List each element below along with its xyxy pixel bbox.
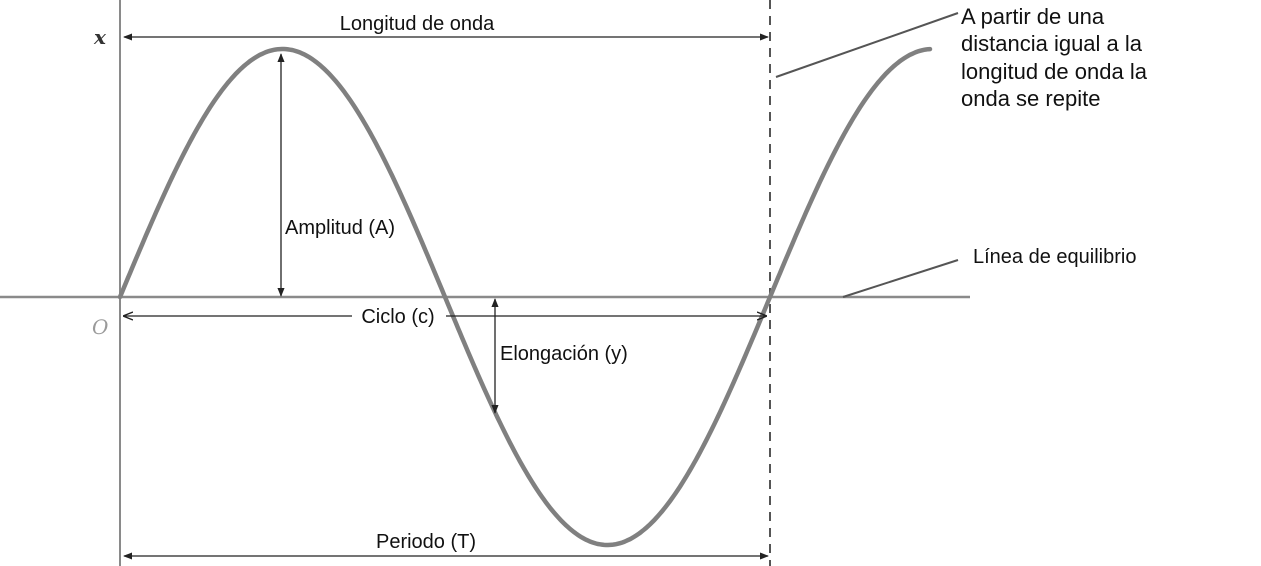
cycle-label: Ciclo (c) <box>361 306 434 328</box>
repeat-note-line-2: distancia igual a la <box>961 31 1143 56</box>
repeat-note-line-1: A partir de una <box>961 4 1105 29</box>
equilibrium-label: Línea de equilibrio <box>973 246 1136 268</box>
equilibrium-leader <box>842 259 959 298</box>
wavelength-label: Longitud de onda <box>340 13 495 35</box>
axis-x-letter: x <box>93 25 107 49</box>
repeat-note-leader <box>775 12 959 78</box>
wave-curve <box>117 46 933 548</box>
repeat-note-line-3: longitud de onda la <box>961 59 1148 84</box>
amplitude-label: Amplitud (A) <box>285 217 395 239</box>
elongation-label: Elongación (y) <box>500 343 628 365</box>
repeat-note: A partir de una distancia igual a la lon… <box>961 4 1148 111</box>
repeat-note-line-4: onda se repite <box>961 86 1100 111</box>
origin-letter: O <box>92 315 108 339</box>
period-label: Periodo (T) <box>376 531 476 553</box>
